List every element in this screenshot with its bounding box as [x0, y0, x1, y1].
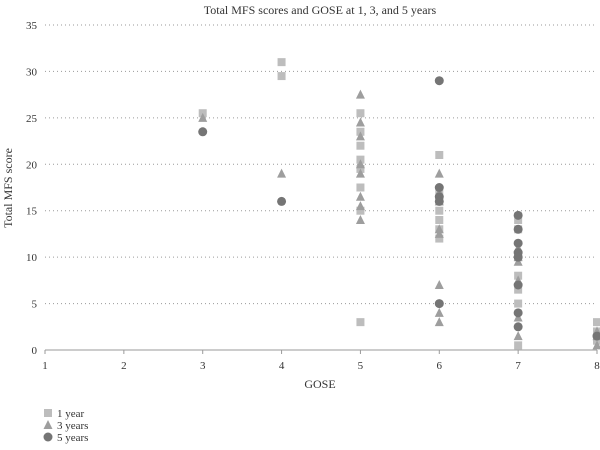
- circle-point: [513, 238, 523, 248]
- square-point: [277, 58, 286, 67]
- square-point: [435, 206, 444, 215]
- triangle-point: [355, 131, 365, 141]
- square-point: [356, 141, 365, 150]
- triangle-point: [434, 280, 444, 289]
- circle-point: [513, 280, 523, 290]
- y-tick-label: 15: [26, 206, 38, 218]
- circle-point: [513, 252, 523, 262]
- square-point: [514, 299, 523, 308]
- y-tick-label: 35: [26, 20, 38, 32]
- circle-point: [198, 127, 208, 137]
- triangle-point: [198, 112, 208, 122]
- circle-point: [592, 331, 600, 341]
- y-tick-label: 25: [26, 113, 38, 125]
- x-tick-label: 6: [437, 360, 443, 372]
- square-point: [514, 285, 523, 294]
- y-tick-label: 20: [26, 159, 38, 171]
- triangle-point: [592, 340, 600, 350]
- square-point: [356, 109, 365, 118]
- square-point: [356, 183, 365, 192]
- x-tick-label: 2: [121, 360, 127, 372]
- square-point: [277, 72, 286, 81]
- legend-label: 5 years: [57, 432, 88, 444]
- triangle-point: [434, 168, 444, 178]
- triangle-point: [355, 215, 365, 224]
- y-tick-label: 10: [26, 252, 38, 264]
- y-axis-title: Total MFS score: [1, 148, 15, 228]
- square-point: [356, 318, 365, 327]
- grid-lines: [45, 24, 597, 305]
- circle-point: [513, 210, 523, 220]
- chart-title: Total MFS scores and GOSE at 1, 3, and 5…: [204, 3, 437, 17]
- triangle-point: [355, 89, 365, 99]
- circle-point: [434, 76, 444, 86]
- triangle-point: [355, 168, 365, 178]
- axes: [44, 349, 598, 354]
- triangle-point: [434, 307, 444, 317]
- x-tick-label: 1: [42, 360, 48, 372]
- x-tick-label: 7: [515, 360, 521, 372]
- legend-item: 3 years: [43, 420, 88, 432]
- square-point: [514, 341, 523, 350]
- square-point: [435, 216, 444, 224]
- y-tick-label: 30: [26, 66, 38, 78]
- tick-labels: 1 2 3 4 5 6 7 8 0 5 10 15 20 25 30 35: [26, 20, 600, 372]
- triangle-point: [434, 317, 444, 327]
- square-point: [435, 151, 444, 159]
- legend-triangle-marker: [43, 420, 53, 429]
- triangle-point: [355, 191, 365, 201]
- legend-label: 1 year: [57, 408, 85, 420]
- triangle-point: [434, 224, 444, 234]
- y-tick-label: 5: [32, 299, 38, 311]
- circle-point: [277, 196, 287, 206]
- legend-circle-marker: [43, 432, 53, 442]
- triangle-point: [513, 331, 523, 341]
- series-3-years: [198, 89, 600, 350]
- y-tick-label: 0: [32, 345, 38, 357]
- triangle-point: [434, 228, 444, 238]
- legend-item: 5 years: [43, 432, 88, 444]
- series-5-years: [198, 76, 600, 341]
- triangle-point: [355, 159, 365, 169]
- x-axis-title: GOSE: [304, 377, 335, 391]
- x-tick-label: 8: [594, 360, 600, 372]
- square-point: [514, 216, 523, 224]
- legend-label: 3 years: [57, 420, 88, 432]
- square-point: [593, 318, 600, 327]
- legend-item: 1 year: [44, 408, 85, 420]
- triangle-point: [277, 168, 287, 178]
- circle-point: [434, 196, 444, 206]
- circle-point: [513, 308, 523, 318]
- square-point: [593, 336, 600, 345]
- data-points: [198, 58, 600, 350]
- triangle-point: [355, 117, 365, 127]
- x-tick-label: 3: [200, 360, 206, 372]
- legend-square-marker: [44, 409, 52, 417]
- triangle-point: [355, 201, 365, 211]
- square-point: [356, 206, 365, 215]
- x-tick-label: 4: [279, 360, 285, 372]
- circle-point: [434, 183, 444, 192]
- circle-point: [513, 224, 523, 234]
- series-1-year: [198, 58, 600, 350]
- square-point: [435, 234, 444, 243]
- circle-point: [434, 299, 444, 309]
- x-tick-label: 5: [358, 360, 364, 372]
- circle-point: [513, 322, 523, 332]
